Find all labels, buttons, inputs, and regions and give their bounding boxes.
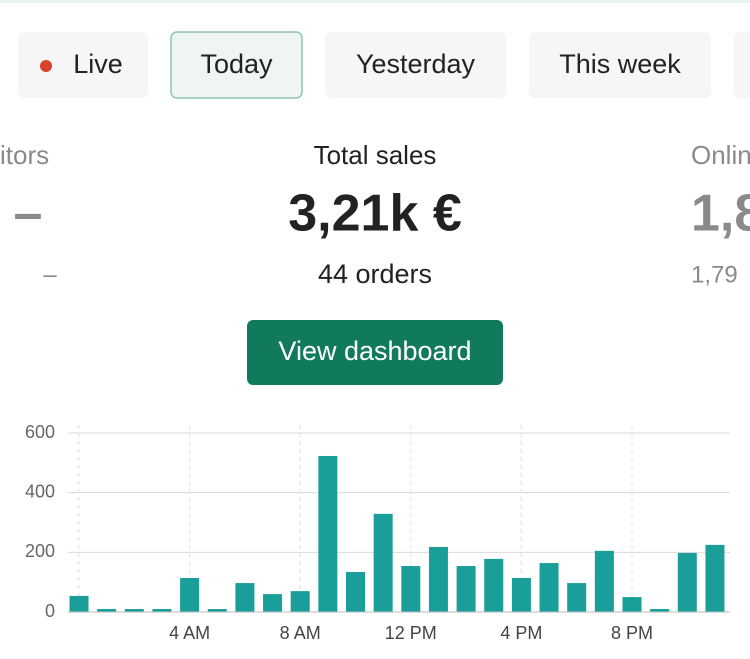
bar: [207, 609, 227, 612]
bar: [290, 591, 310, 612]
stat-sub: –: [43, 261, 57, 288]
button-bg[interactable]: [247, 320, 503, 385]
tab-bar: Live Today Yesterday This week: [18, 31, 750, 99]
bar: [594, 550, 614, 612]
view-dashboard-button[interactable]: View dashboard: [247, 320, 503, 385]
live-dot: [40, 60, 52, 72]
stat-sub: 1,79: [691, 261, 738, 288]
x-tick-label: 12 PM: [385, 623, 437, 643]
bar: [705, 544, 725, 612]
stat-sub: 44 orders: [318, 259, 432, 289]
tab[interactable]: [18, 32, 148, 98]
bar: [428, 546, 448, 612]
chart: 0 200 400 600 4 AM 8 AM 12 PM 4 PM 8 PM: [25, 422, 730, 643]
stats-carousel: itors –– Total sales 3,21k € 44 orders Onlin 1…: [0, 140, 750, 289]
bar: [318, 455, 338, 612]
x-tick-label: 4 AM: [169, 623, 210, 643]
x-tick-label: 8 AM: [280, 623, 321, 643]
bar: [484, 558, 504, 612]
stat-value: 1,8: [691, 185, 750, 243]
stat-value: –: [14, 185, 43, 243]
bar: [346, 572, 365, 612]
stat-label: itors: [0, 140, 49, 170]
bar: [152, 609, 172, 612]
bar: [650, 609, 670, 612]
bar: [511, 577, 531, 612]
tab[interactable]: [529, 32, 711, 98]
tab-label[interactable]: Yesterday: [356, 49, 476, 79]
tab[interactable]: [734, 32, 750, 98]
bar: [263, 594, 283, 612]
tab[interactable]: [325, 32, 506, 98]
bar: [97, 609, 117, 612]
tab-label[interactable]: Live: [73, 49, 123, 79]
bar: [373, 513, 393, 612]
bar: [69, 595, 89, 612]
tab[interactable]: [170, 31, 303, 99]
stat-label: Onlin: [691, 140, 750, 170]
y-tick-label: 400: [25, 481, 55, 501]
y-tick-label: 600: [25, 422, 55, 442]
y-tick-label: 0: [45, 601, 55, 621]
bar: [401, 566, 421, 612]
y-tick-label: 200: [25, 541, 55, 561]
tab-label[interactable]: Today: [200, 49, 273, 79]
button-label[interactable]: View dashboard: [278, 336, 471, 366]
stat-label: Total sales: [314, 140, 437, 170]
x-tick-label: 4 PM: [500, 623, 542, 643]
stat-value: 3,21k €: [288, 185, 462, 243]
bar: [622, 597, 642, 612]
tab-label[interactable]: This week: [559, 49, 681, 79]
bar: [180, 577, 200, 612]
bar: [677, 552, 697, 612]
bar: [567, 583, 587, 612]
bar: [235, 583, 255, 612]
bar: [539, 563, 559, 612]
bar: [124, 609, 144, 612]
x-tick-label: 8 PM: [611, 623, 653, 643]
top-border: [0, 0, 750, 3]
bar: [456, 566, 476, 612]
